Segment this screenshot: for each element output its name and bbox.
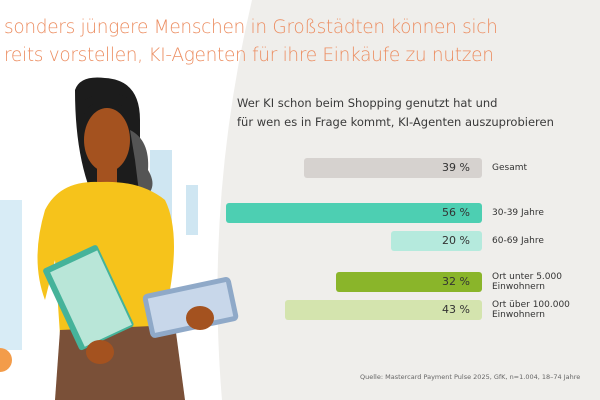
subtitle-line-1: Wer KI schon beim Shopping genutzt hat u… xyxy=(237,96,498,110)
category-label: Gesamt xyxy=(492,163,528,173)
bar-3: 32 % xyxy=(335,272,482,292)
category-label: Ort unter 5.000 Einwohnern xyxy=(492,272,562,292)
bar-0: 39 % xyxy=(303,158,482,178)
headline-line-2: reits vorstellen, KI-Agenten für ihre Ei… xyxy=(4,45,494,66)
source-note: Quelle: Mastercard Payment Pulse 2025, G… xyxy=(360,373,581,381)
chart-subtitle: Wer KI schon beim Shopping genutzt hat u… xyxy=(237,94,595,132)
bar-2: 20 % xyxy=(390,231,482,251)
bar-1: 56 % xyxy=(226,203,482,223)
woman-with-tablet-illustration xyxy=(0,77,239,400)
headline-line-1: sonders jüngere Menschen in Großstädten … xyxy=(4,17,498,38)
category-label: 30-39 Jahre xyxy=(492,208,544,218)
category-label: Ort über 100.000 Einwohnern xyxy=(492,300,570,320)
subtitle-line-2: für wen es in Frage kommt, KI-Agenten au… xyxy=(237,115,554,129)
headline: sonders jüngere Menschen in Großstädten … xyxy=(4,14,596,70)
category-label: 60-69 Jahre xyxy=(492,236,544,246)
bar-4: 43 % xyxy=(285,300,482,320)
